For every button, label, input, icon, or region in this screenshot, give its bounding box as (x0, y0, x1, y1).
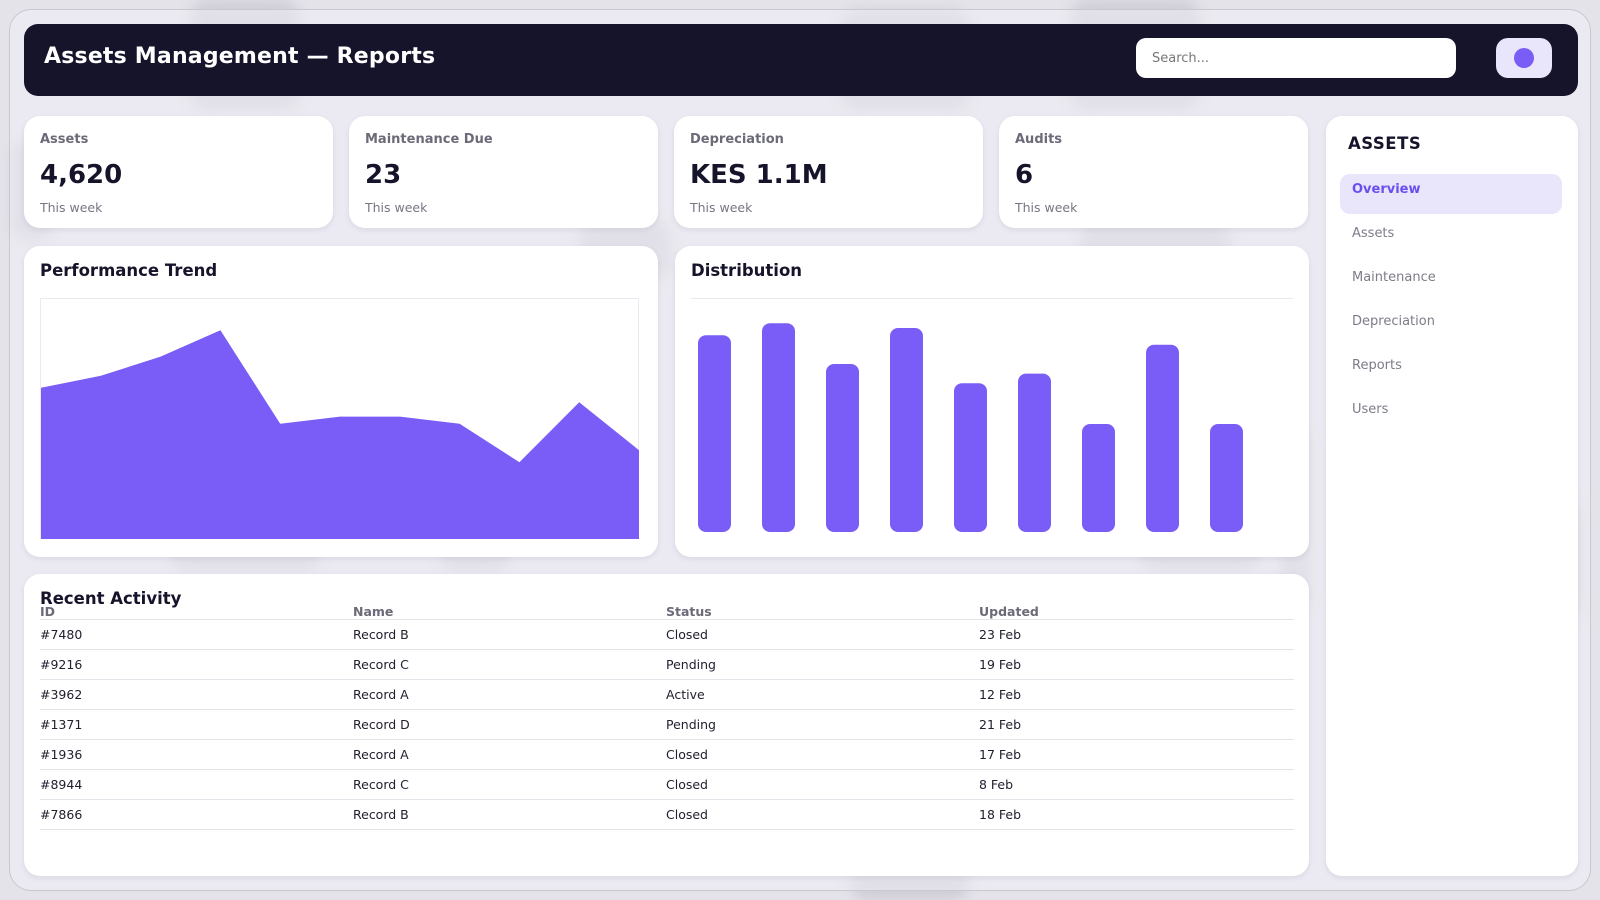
cell-updated: 19 Feb (979, 649, 1294, 680)
cell-id: #7480 (40, 619, 353, 650)
kpi-label: Maintenance Due (365, 132, 493, 147)
kpi-card-depreciation: Depreciation KES 1.1M This week (674, 116, 983, 228)
distribution-bar (1146, 344, 1179, 532)
distribution-bar (1082, 424, 1115, 532)
column-header-name: Name (353, 596, 666, 620)
cell-updated: 8 Feb (979, 769, 1294, 800)
cell-id: #3962 (40, 679, 353, 710)
cell-name: Record C (353, 769, 666, 800)
cell-name: Record B (353, 619, 666, 650)
distribution-bar (826, 364, 859, 532)
kpi-card-audits: Audits 6 This week (999, 116, 1308, 228)
table-row[interactable]: #1371 Record D Pending 21 Feb (40, 709, 1294, 740)
kpi-value: KES 1.1M (690, 160, 828, 190)
kpi-label: Depreciation (690, 132, 784, 147)
cell-updated: 17 Feb (979, 739, 1294, 770)
cell-id: #1371 (40, 709, 353, 740)
activity-table: ID Name Status Updated #7480 Record B Cl… (40, 596, 1294, 830)
distribution-bar (890, 328, 923, 532)
table-row[interactable]: #8944 Record C Closed 8 Feb (40, 769, 1294, 800)
cell-name: Record B (353, 799, 666, 830)
sidebar-item-assets[interactable]: Assets (1352, 226, 1395, 241)
avatar (1514, 48, 1534, 68)
cell-name: Record A (353, 739, 666, 770)
column-header-id: ID (40, 596, 353, 620)
distribution-bar (1018, 373, 1051, 532)
table-row[interactable]: #3962 Record A Active 12 Feb (40, 679, 1294, 710)
kpi-label: Assets (40, 132, 89, 147)
distribution-bar (954, 383, 987, 532)
kpi-label: Audits (1015, 132, 1063, 147)
distribution-bar (698, 335, 731, 532)
distribution-bar (1210, 424, 1243, 532)
cell-id: #9216 (40, 649, 353, 680)
cell-id: #8944 (40, 769, 353, 800)
table-row[interactable]: #7480 Record B Closed 23 Feb (40, 619, 1294, 650)
kpi-value: 4,620 (40, 160, 123, 190)
performance-trend-chart (40, 298, 639, 539)
column-header-updated: Updated (979, 596, 1294, 620)
top-header: Assets Management — Reports (24, 24, 1578, 96)
sidebar-item-users[interactable]: Users (1352, 402, 1389, 417)
panel-title: Performance Trend (40, 261, 218, 280)
table-row[interactable]: #7866 Record B Closed 18 Feb (40, 799, 1294, 830)
table-header-row: ID Name Status Updated (40, 596, 1294, 620)
cell-name: Record D (353, 709, 666, 740)
panel-title: Distribution (691, 261, 803, 280)
recent-activity-panel: Recent Activity ID Name Status Updated #… (24, 574, 1309, 876)
page-title: Assets Management — Reports (44, 44, 436, 69)
kpi-card-maintenance-due: Maintenance Due 23 This week (349, 116, 658, 228)
performance-trend-panel: Performance Trend (24, 246, 658, 557)
sidebar-item-maintenance[interactable]: Maintenance (1352, 270, 1436, 285)
trend-area-series (41, 330, 639, 539)
cell-status: Active (666, 679, 979, 710)
cell-status: Closed (666, 739, 979, 770)
kpi-subtitle: This week (40, 200, 103, 215)
table-row[interactable]: #9216 Record C Pending 19 Feb (40, 649, 1294, 680)
sidebar-item-depreciation[interactable]: Depreciation (1352, 314, 1435, 329)
distribution-chart (691, 298, 1293, 532)
cell-id: #7866 (40, 799, 353, 830)
cell-updated: 23 Feb (979, 619, 1294, 650)
cell-status: Pending (666, 649, 979, 680)
cell-updated: 21 Feb (979, 709, 1294, 740)
kpi-subtitle: This week (1015, 200, 1078, 215)
kpi-subtitle: This week (365, 200, 428, 215)
kpi-subtitle: This week (690, 200, 753, 215)
cell-updated: 18 Feb (979, 799, 1294, 830)
sidebar-title: ASSETS (1348, 134, 1422, 153)
sidebar-item-overview[interactable]: Overview (1340, 174, 1562, 214)
sidebar-item-reports[interactable]: Reports (1352, 358, 1402, 373)
cell-name: Record A (353, 679, 666, 710)
distribution-panel: Distribution (675, 246, 1309, 557)
sidebar: ASSETS Overview Assets Maintenance Depre… (1326, 116, 1578, 876)
cell-updated: 12 Feb (979, 679, 1294, 710)
kpi-value: 23 (365, 160, 402, 190)
column-header-status: Status (666, 596, 979, 620)
distribution-bar (762, 323, 795, 532)
kpi-card-assets: Assets 4,620 This week (24, 116, 333, 228)
cell-name: Record C (353, 649, 666, 680)
profile-button[interactable] (1496, 38, 1552, 78)
cell-status: Closed (666, 619, 979, 650)
table-row[interactable]: #1936 Record A Closed 17 Feb (40, 739, 1294, 770)
search-input[interactable] (1136, 38, 1456, 78)
cell-status: Pending (666, 709, 979, 740)
kpi-value: 6 (1015, 160, 1034, 190)
cell-id: #1936 (40, 739, 353, 770)
cell-status: Closed (666, 769, 979, 800)
cell-status: Closed (666, 799, 979, 830)
